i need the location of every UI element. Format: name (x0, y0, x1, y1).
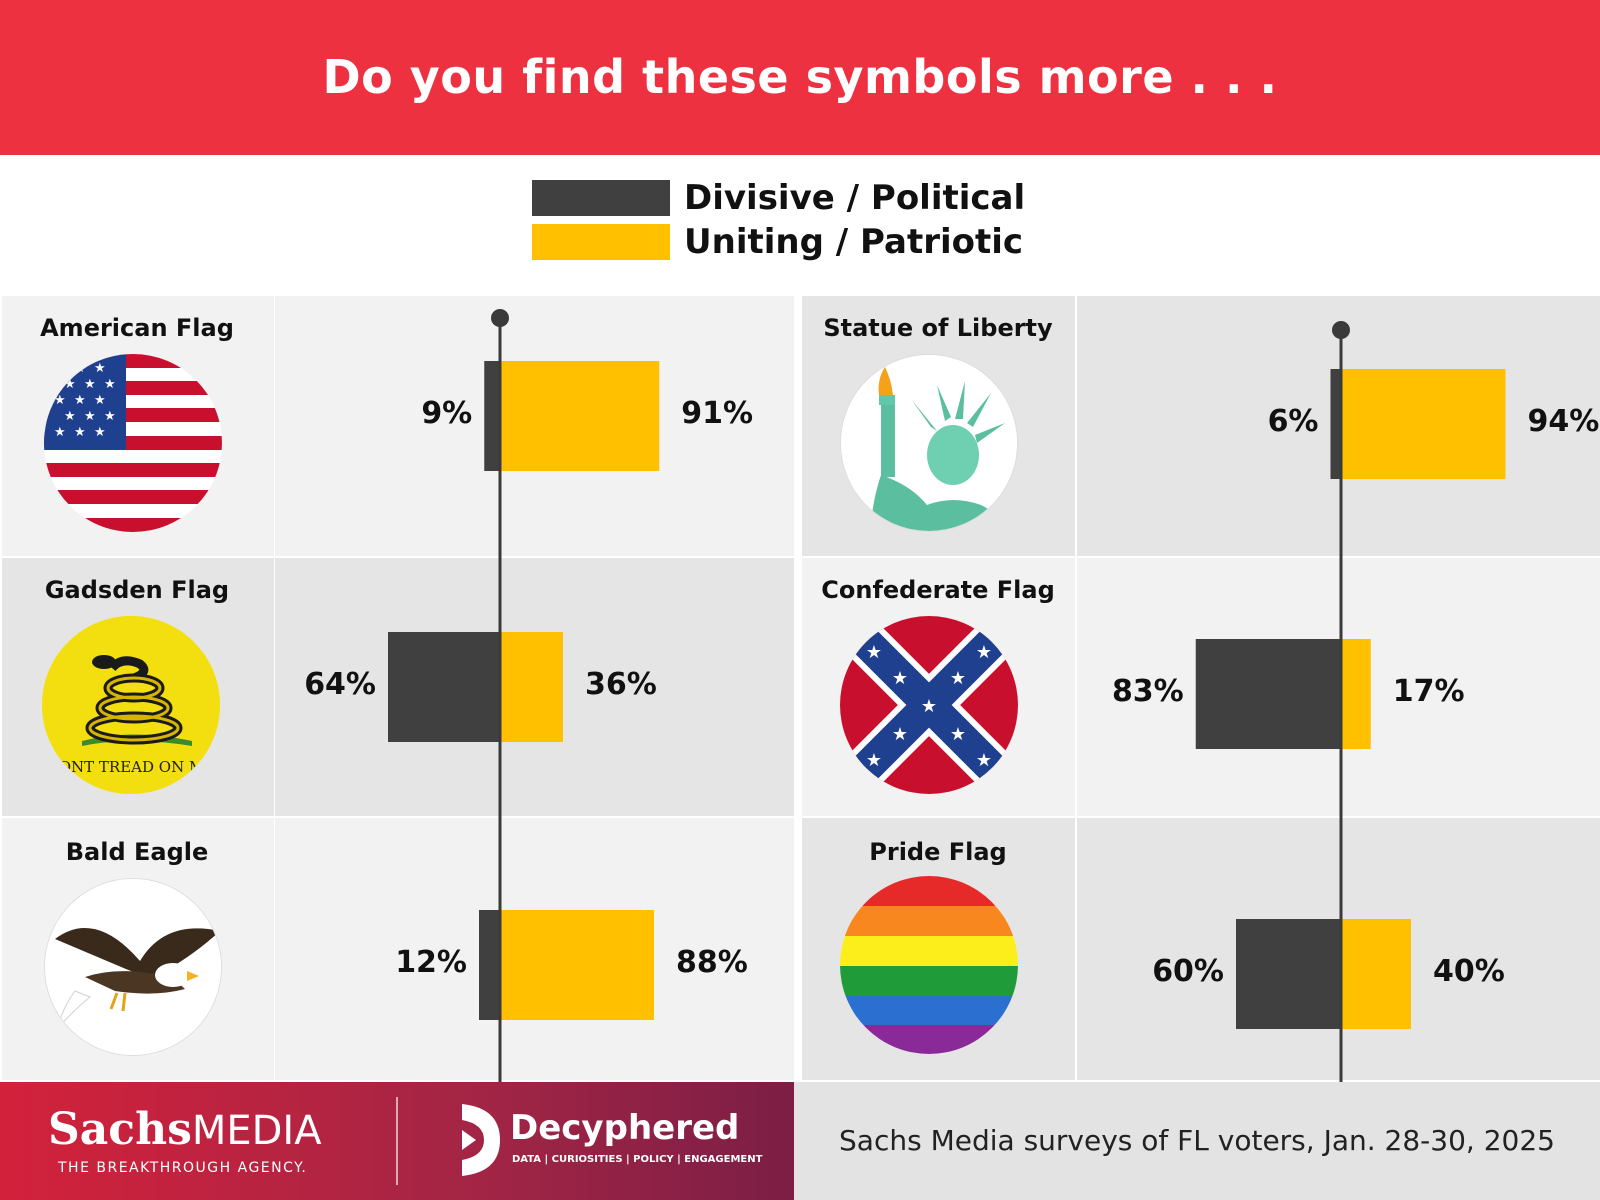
svg-text:★: ★ (84, 377, 96, 392)
brand-sachs: Sachs (48, 1104, 192, 1155)
svg-text:★: ★ (54, 393, 66, 408)
svg-text:★: ★ (892, 724, 908, 745)
value-label-divisive-pride-flag: 60% (1152, 954, 1224, 989)
svg-text:★: ★ (74, 393, 86, 408)
sachs-media-tagline: THE BREAKTHROUGH AGENCY. (58, 1160, 308, 1176)
category-label-confederate-flag: Confederate Flag (821, 576, 1055, 604)
footer-divider (396, 1097, 398, 1185)
svg-text:★: ★ (94, 361, 106, 376)
value-label-uniting-confederate-flag: 17% (1392, 674, 1465, 709)
category-label-pride-flag: Pride Flag (869, 838, 1007, 866)
confederate-flag-icon: ★ ★ ★ ★ ★ ★ ★ ★ ★ (840, 616, 1018, 794)
category-label-statue-of-liberty: Statue of Liberty (823, 314, 1053, 342)
svg-text:★: ★ (94, 393, 106, 408)
svg-text:★: ★ (64, 377, 76, 392)
legend-label-uniting: Uniting / Patriotic (684, 222, 1024, 262)
svg-text:★: ★ (74, 425, 86, 440)
american-flag-icon: ★★★ ★★★ ★★★ ★★★ ★★★ (44, 354, 222, 532)
svg-text:★: ★ (64, 409, 76, 424)
legend-swatch-divisive (532, 180, 670, 216)
sachs-media-logo: SachsMEDIA (48, 1104, 322, 1155)
decyphered-tagline: DATA | CURIOSITIES | POLICY | ENGAGEMENT (512, 1154, 763, 1165)
gadsden-motto: DONT TREAD ON ME (46, 758, 216, 776)
decyphered-wordmark: Decyphered (510, 1108, 740, 1148)
value-label-uniting-bald-eagle: 88% (676, 945, 748, 980)
svg-text:★: ★ (866, 642, 882, 663)
value-label-divisive-american-flag: 9% (421, 396, 473, 431)
svg-text:★: ★ (921, 696, 937, 717)
footer-brand-bar: SachsMEDIA THE BREAKTHROUGH AGENCY. Decy… (0, 1082, 794, 1200)
gadsden-flag-icon: DONT TREAD ON ME (42, 616, 220, 794)
legend-label-divisive: Divisive / Political (684, 178, 1026, 218)
category-label-bald-eagle: Bald Eagle (65, 838, 209, 866)
svg-text:★: ★ (54, 425, 66, 440)
svg-text:★: ★ (104, 377, 116, 392)
legend-swatch-uniting (532, 224, 670, 260)
value-label-uniting-statue-of-liberty: 94% (1527, 404, 1600, 439)
value-label-uniting-american-flag: 91% (681, 396, 754, 431)
value-label-uniting-gadsden-flag: 36% (585, 667, 657, 702)
category-label-gadsden-flag: Gadsden Flag (44, 576, 230, 604)
value-label-divisive-statue-of-liberty: 6% (1267, 404, 1319, 439)
svg-text:★: ★ (104, 409, 116, 424)
statue-of-liberty-icon (840, 354, 1018, 532)
svg-text:★: ★ (866, 750, 882, 771)
svg-text:★: ★ (84, 409, 96, 424)
chart-title: Do you find these symbols more . . . (322, 50, 1278, 104)
svg-text:★: ★ (976, 642, 992, 663)
value-label-divisive-bald-eagle: 12% (395, 945, 467, 980)
svg-text:★: ★ (950, 668, 966, 689)
footer-source-bar: Sachs Media surveys of FL voters, Jan. 2… (794, 1082, 1600, 1200)
value-label-divisive-gadsden-flag: 64% (304, 667, 376, 702)
decyphered-logo-icon (462, 1104, 500, 1176)
bald-eagle-icon (44, 878, 222, 1056)
svg-text:★: ★ (892, 668, 908, 689)
source-note: Sachs Media surveys of FL voters, Jan. 2… (839, 1124, 1555, 1157)
svg-text:★: ★ (94, 425, 106, 440)
value-label-uniting-pride-flag: 40% (1433, 954, 1505, 989)
brand-media: MEDIA (191, 1108, 322, 1154)
category-label-american-flag: American Flag (40, 314, 234, 342)
title-banner: Do you find these symbols more . . . (0, 0, 1600, 155)
svg-text:★: ★ (950, 724, 966, 745)
svg-text:★: ★ (976, 750, 992, 771)
value-label-divisive-confederate-flag: 83% (1111, 674, 1184, 709)
